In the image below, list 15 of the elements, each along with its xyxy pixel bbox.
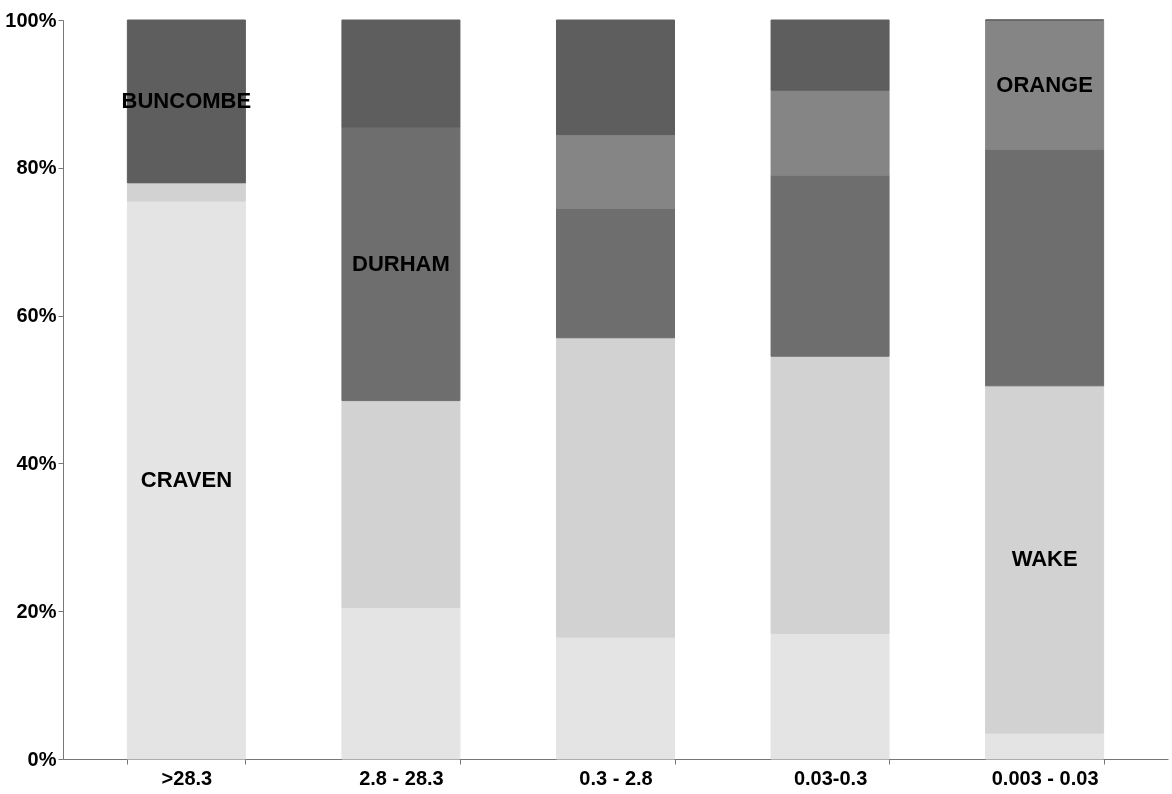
y-tick-label: 80% — [16, 156, 57, 179]
series-label: DURHAM — [352, 250, 450, 276]
series-label: WAKE — [1011, 546, 1078, 572]
y-tick-label: 100% — [5, 8, 57, 31]
x-tick-label: >28.3 — [161, 766, 213, 789]
y-tick-label: 40% — [16, 451, 57, 474]
x-tick-label: 2.8 - 28.3 — [359, 766, 444, 789]
y-tick-label: 60% — [16, 304, 57, 327]
y-tick-label: 20% — [16, 599, 57, 622]
series-label: ORANGE — [996, 71, 1093, 97]
y-tick-label: 0% — [27, 747, 57, 770]
series-label: CRAVEN — [140, 467, 233, 493]
x-tick-label: 0.03-0.3 — [793, 766, 868, 789]
x-tick-label: 0.3 - 2.8 — [579, 766, 653, 789]
x-tick-label: 0.003 - 0.03 — [991, 766, 1099, 789]
